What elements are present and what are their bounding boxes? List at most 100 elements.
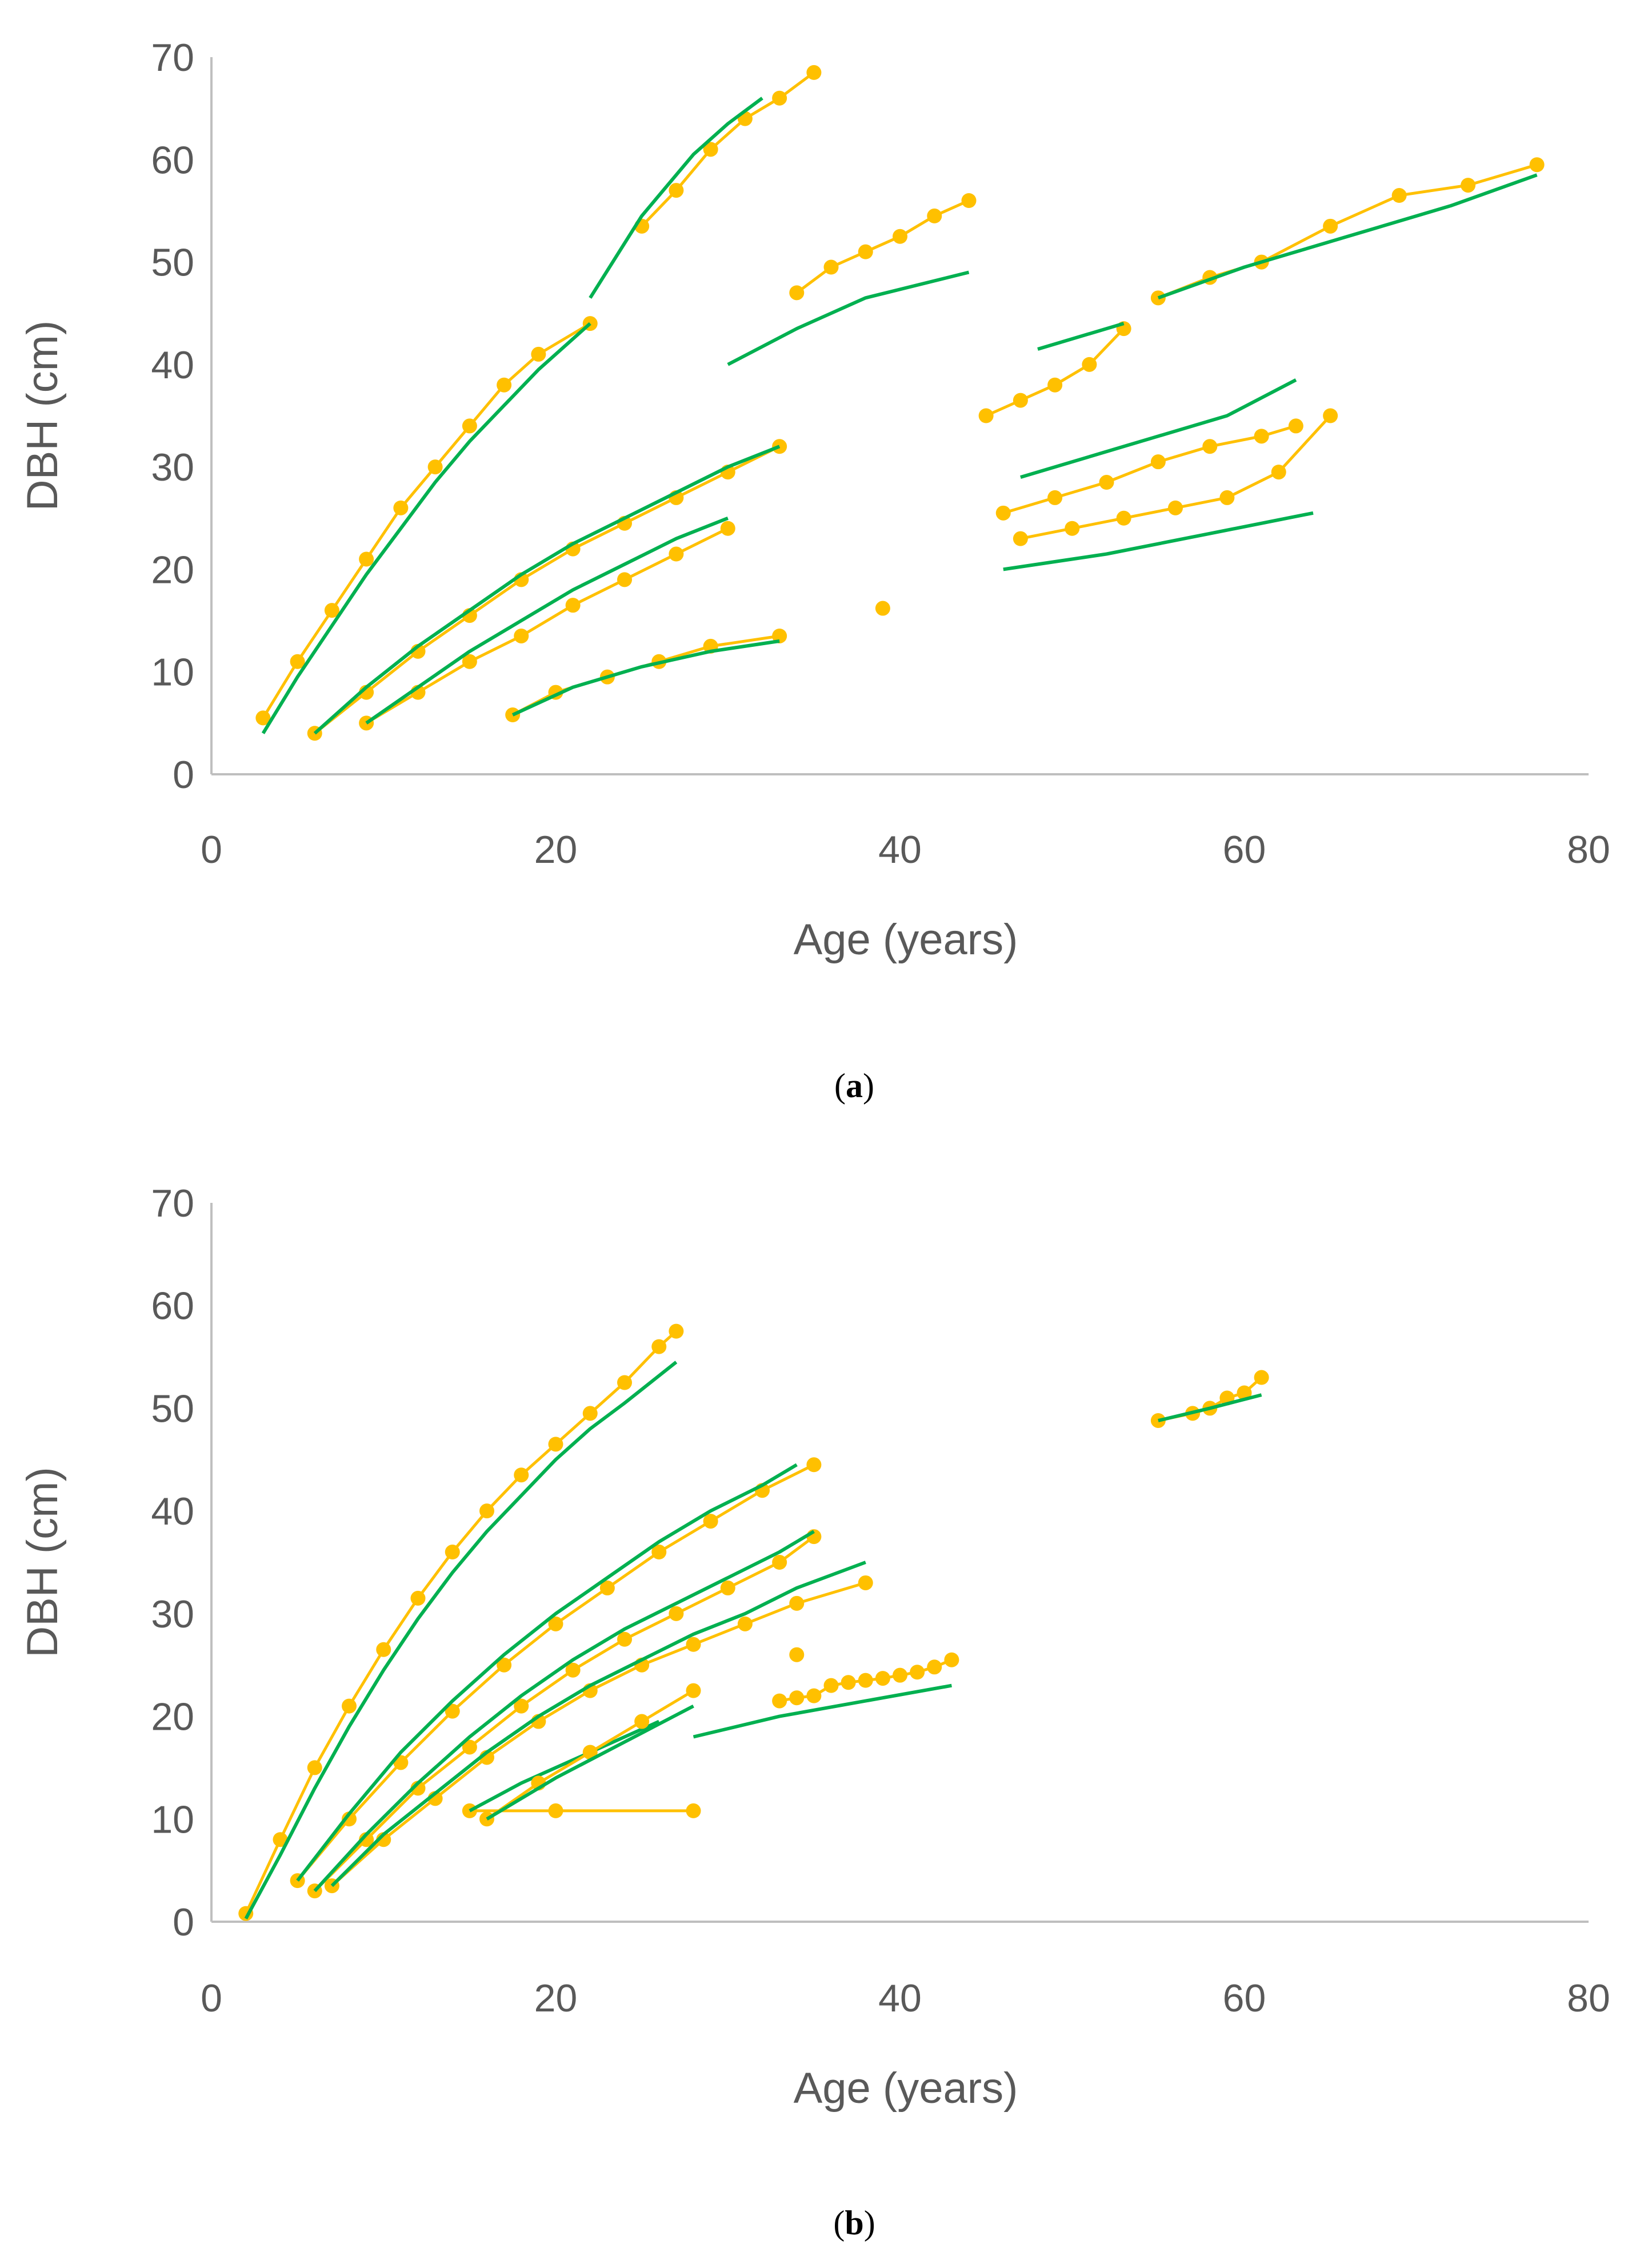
observed-point: [1013, 531, 1028, 546]
observed-point: [1323, 408, 1338, 423]
observed-point: [858, 1673, 873, 1688]
fitted-series-line: [296, 1463, 798, 1882]
observed-point: [669, 1606, 684, 1621]
observed-point: [1391, 188, 1407, 203]
observed-point: [686, 1683, 701, 1698]
observed-point: [1254, 429, 1269, 444]
x-axis-title: Age (years): [794, 2064, 1018, 2113]
observed-point: [548, 1437, 563, 1452]
x-tick-label: 60: [1223, 1977, 1266, 2020]
y-tick-label: 10: [151, 651, 194, 694]
observed-point: [1237, 1385, 1252, 1401]
observed-point: [1254, 1370, 1269, 1385]
observed-point: [565, 598, 581, 613]
observed-point: [462, 418, 477, 434]
observed-series-line: [985, 327, 1125, 417]
observed-point: [617, 1631, 632, 1647]
y-axis-title: DBH (cm): [18, 321, 67, 511]
observed-point: [582, 1745, 598, 1760]
fitted-series-line: [589, 97, 763, 299]
panel-b-chart: 0 10 20 30 40 50 60 70 0 20 40 60 80 Age (years) DBH (…: [18, 1182, 1610, 2242]
y-tick-label: 0: [173, 1901, 194, 1944]
observed-point: [772, 1693, 787, 1709]
observed-point: [806, 1529, 822, 1545]
y-tick-label: 70: [151, 1182, 194, 1225]
observed-point: [1202, 439, 1218, 454]
observed-point: [995, 505, 1011, 521]
observed-point: [1116, 510, 1131, 526]
panel-label: (a): [834, 1067, 874, 1105]
fitted-series-line: [313, 445, 781, 735]
observed-point: [651, 1545, 667, 1560]
observed-point: [703, 1514, 718, 1529]
observed-point: [1082, 357, 1097, 372]
observed-point: [875, 1671, 890, 1686]
observed-series-line: [245, 1330, 678, 1914]
x-tick-label: 20: [534, 828, 578, 871]
fitted-series-line: [469, 1719, 660, 1813]
observed-point: [737, 1616, 753, 1631]
observed-point: [445, 1703, 460, 1719]
observed-point: [823, 259, 839, 275]
observed-point: [910, 1665, 925, 1680]
fitted-series-line: [330, 1561, 866, 1887]
y-tick-label: 60: [151, 138, 194, 182]
observed-point: [789, 1647, 805, 1662]
observed-point: [1099, 475, 1114, 490]
observed-series-line: [262, 322, 591, 719]
y-tick-label: 40: [151, 1490, 194, 1533]
observed-point: [669, 183, 684, 198]
observed-point: [617, 1375, 632, 1390]
observed-point: [1013, 393, 1028, 408]
observed-point: [961, 193, 977, 208]
observed-point: [772, 439, 787, 454]
observed-point: [1150, 454, 1166, 470]
observed-point: [927, 1659, 942, 1675]
x-tick-label: 60: [1223, 828, 1266, 871]
observed-point: [858, 244, 873, 259]
observed-point: [359, 1832, 374, 1847]
observed-point: [1529, 157, 1545, 173]
observed-point: [1461, 178, 1476, 193]
observed-point: [1271, 465, 1286, 480]
x-tick-label: 80: [1567, 828, 1610, 871]
observed-point: [893, 1667, 907, 1683]
observed-point: [427, 459, 443, 475]
y-tick-label: 40: [151, 343, 194, 387]
y-tick-label: 10: [151, 1798, 194, 1841]
observed-point: [514, 628, 529, 643]
observed-point: [978, 408, 994, 423]
observed-point: [669, 1323, 684, 1339]
y-tick-label: 70: [151, 36, 194, 79]
observed-point: [789, 1595, 805, 1611]
observed-point: [858, 1575, 873, 1590]
fitted-series-line: [244, 1361, 678, 1920]
observed-point: [806, 1688, 822, 1703]
observed-point: [514, 1467, 529, 1483]
observed-point: [462, 1803, 477, 1818]
observed-point: [806, 65, 822, 80]
x-tick-label: 20: [534, 1977, 578, 2020]
y-axis-title: DBH (cm): [18, 1467, 67, 1658]
observed-point: [806, 1457, 822, 1473]
observed-point: [789, 1690, 805, 1706]
observed-point: [720, 521, 735, 536]
observed-point: [841, 1675, 856, 1690]
x-tick-label: 40: [878, 828, 922, 871]
observed-point: [359, 551, 374, 567]
fitted-series-line: [313, 1530, 815, 1893]
y-tick-label: 20: [151, 548, 194, 591]
observed-point: [703, 142, 718, 157]
observed-point: [1168, 500, 1183, 515]
y-tick-label: 0: [173, 753, 194, 797]
panel-letter: a: [846, 1067, 863, 1105]
observed-point: [548, 1616, 563, 1631]
observed-point: [617, 572, 632, 587]
observed-point: [497, 377, 512, 393]
observed-point: [1065, 521, 1080, 536]
fitted-series-line: [1157, 173, 1538, 300]
observed-point: [255, 710, 271, 726]
y-tick-label: 30: [151, 446, 194, 489]
y-tick-label: 30: [151, 1593, 194, 1636]
observed-point: [944, 1652, 959, 1667]
